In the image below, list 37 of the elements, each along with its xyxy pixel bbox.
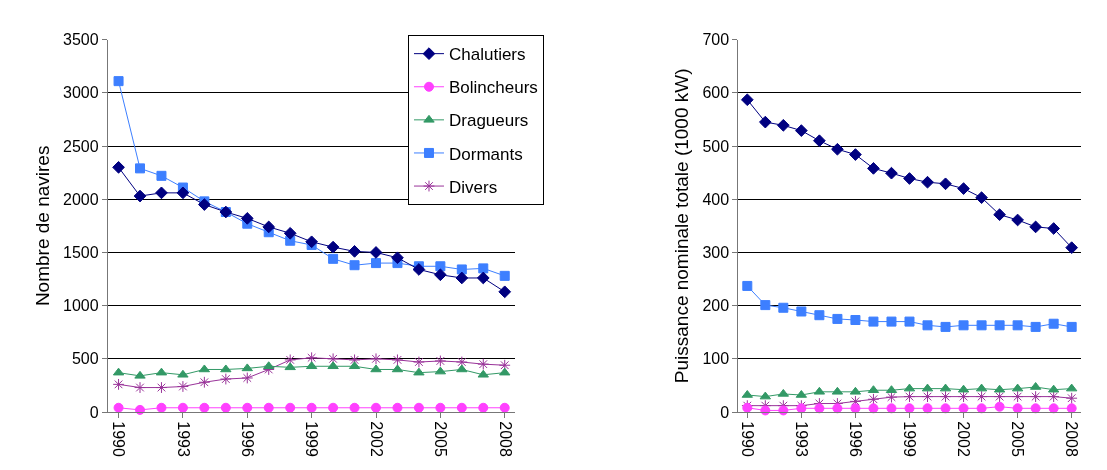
- y-tick-label: 2500: [63, 137, 99, 155]
- y-tick-label: 0: [720, 403, 730, 421]
- x-tick-label: 1990: [110, 421, 128, 457]
- x-tick-label: 2008: [1063, 421, 1081, 457]
- y-tick-label: 0: [89, 403, 99, 421]
- y-axis-title: Puissance nominale totale (1000 kW): [671, 68, 693, 384]
- legend-label: Dragueurs: [448, 111, 529, 131]
- x-tick-label: 1999: [303, 421, 321, 457]
- y-tick-label: 500: [71, 350, 99, 368]
- y-tick-label: 200: [702, 297, 730, 315]
- y-tick-label: 3500: [63, 31, 99, 49]
- x-tick-label: 1999: [901, 421, 919, 457]
- y-axis-title: Nombre de navires: [31, 145, 53, 307]
- x-tick-label: 1990: [739, 421, 757, 457]
- y-tick-label: 1500: [63, 244, 99, 262]
- x-tick-label: 2005: [1009, 421, 1027, 457]
- y-tick-label: 700: [702, 31, 730, 49]
- x-tick-label: 1993: [793, 421, 811, 457]
- legend-label: Chalutiers: [448, 45, 526, 65]
- y-tick-label: 600: [702, 84, 730, 102]
- x-tick-label: 1996: [847, 421, 865, 457]
- y-tick-label: 3000: [63, 84, 99, 102]
- x-tick-label: 2008: [496, 421, 514, 457]
- y-tick-label: 1000: [63, 297, 99, 315]
- legend-label: Dormants: [448, 144, 523, 164]
- x-tick-label: 1993: [174, 421, 192, 457]
- x-tick-label: 2002: [955, 421, 973, 457]
- legend-label: Bolincheurs: [448, 78, 538, 98]
- x-tick-label: 2005: [432, 421, 450, 457]
- y-tick-label: 100: [702, 350, 730, 368]
- y-tick-label: 500: [702, 137, 730, 155]
- y-tick-label: 400: [702, 190, 730, 208]
- x-tick-label: 2002: [367, 421, 385, 457]
- x-tick-label: 1996: [239, 421, 257, 457]
- y-tick-label: 2000: [63, 190, 99, 208]
- y-tick-label: 300: [702, 244, 730, 262]
- legend-label: Divers: [448, 177, 498, 197]
